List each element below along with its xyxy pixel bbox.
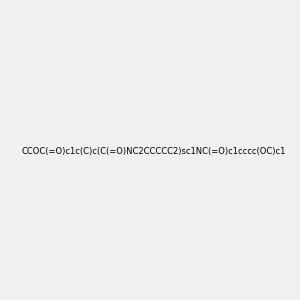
Text: CCOC(=O)c1c(C)c(C(=O)NC2CCCCC2)sc1NC(=O)c1cccc(OC)c1: CCOC(=O)c1c(C)c(C(=O)NC2CCCCC2)sc1NC(=O)… bbox=[22, 147, 286, 156]
